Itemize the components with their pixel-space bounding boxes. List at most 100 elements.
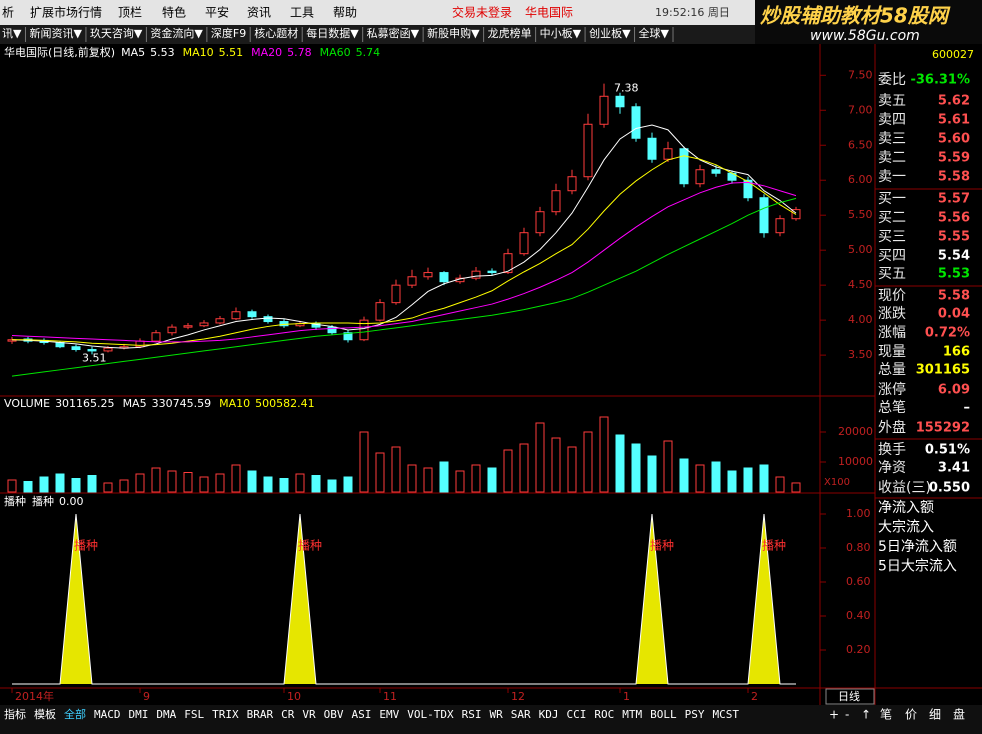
toolbar-button[interactable]: 新股申购▼ [427, 26, 480, 40]
indicator-tab[interactable]: ROC [594, 708, 614, 721]
period-button[interactable] [825, 688, 875, 705]
watermark-bg [755, 0, 982, 44]
toolbar-button[interactable]: 龙虎榜单 [488, 26, 532, 40]
toolbar-button[interactable]: 深度F9 [211, 26, 246, 40]
quote-link[interactable]: 5日大宗流入 [878, 559, 957, 575]
volume-bar [599, 416, 609, 493]
indicator-tab[interactable]: RSI [462, 708, 482, 721]
volume-bar [439, 461, 449, 493]
y-tick-label: 3.50 [848, 348, 873, 361]
ma-line [11, 124, 797, 349]
menu-item[interactable]: 扩展市场行情 [30, 5, 102, 20]
candle-body [391, 284, 401, 304]
indicator-tab[interactable]: VR [302, 708, 316, 721]
volume-bar [135, 473, 145, 493]
candle-body [311, 323, 321, 328]
indicator-tab[interactable]: VOL-TDX [407, 708, 454, 721]
indicator-tab[interactable]: 指标 [4, 707, 26, 721]
menu-item[interactable]: 顶栏 [118, 5, 142, 20]
view-button[interactable]: 笔 [880, 707, 892, 722]
indicator-tab[interactable]: SAR [511, 708, 531, 721]
candle-body [759, 197, 769, 234]
quote-label: 卖四 [878, 112, 906, 128]
indicator-tab[interactable]: MCST [712, 708, 739, 721]
indicator-tab[interactable]: TRIX [212, 708, 239, 721]
spike-label: 播种 [650, 539, 674, 553]
stock-code: 600027 [932, 48, 974, 61]
candle-body [615, 95, 625, 108]
quote-label: 涨幅 [878, 325, 906, 341]
volume-bar [695, 464, 705, 493]
indicator-tab[interactable]: CCI [566, 708, 586, 721]
toolbar-button[interactable]: 中小板▼ [540, 26, 582, 40]
quote-link[interactable]: 大宗流入 [878, 520, 934, 536]
frame [0, 44, 982, 705]
toolbar-button[interactable]: 私募密函▼ [367, 26, 420, 40]
chart-title: 华电国际(日线,前复权) [4, 45, 115, 59]
quote-value: 5.58 [938, 170, 970, 185]
legend-value: 301165.25 [55, 397, 115, 410]
indicator-tab[interactable]: EMV [379, 708, 399, 721]
indicator-tab[interactable]: DMI [129, 708, 149, 721]
menu-item[interactable]: 特色 [162, 5, 186, 20]
toolbar-button[interactable]: 资金流向▼ [150, 26, 203, 40]
indicator-tab[interactable]: PSY [685, 708, 705, 721]
menu-item[interactable]: 析 [2, 6, 14, 20]
indicator-tab[interactable]: 模板 [34, 707, 56, 721]
spike-label: 播种 [74, 539, 98, 553]
view-button[interactable]: - [845, 708, 849, 722]
indicator-tab[interactable]: FSL [184, 708, 204, 721]
toolbar-button[interactable]: 核心题材 [254, 26, 298, 40]
view-button[interactable]: + [829, 708, 839, 722]
candle-body [775, 218, 785, 234]
view-button[interactable]: 盘 [953, 707, 965, 722]
menu-item[interactable]: 平安 [205, 5, 229, 20]
indicator-tab[interactable]: BOLL [650, 708, 677, 721]
candle-body [631, 106, 641, 139]
candle-body [359, 319, 369, 341]
quote-label: 卖三 [878, 131, 906, 147]
volume-bar [55, 473, 65, 493]
quote-value: 5.56 [938, 211, 970, 226]
view-button[interactable]: 价 [905, 708, 917, 722]
indicator-tab[interactable]: BRAR [247, 708, 274, 721]
view-button[interactable]: ↑ [861, 708, 871, 722]
quote-link[interactable]: 5日净流入额 [878, 539, 957, 555]
menu-item[interactable]: 资讯 [247, 6, 271, 20]
ma-line [11, 197, 797, 377]
toolbar-button[interactable]: 新闻资讯▼ [29, 26, 82, 40]
indicator-tab[interactable]: 全部 [64, 707, 86, 721]
toolbar-button[interactable]: 每日数据▼ [306, 26, 359, 40]
x-tick-label: 10 [287, 690, 301, 703]
view-button[interactable]: 细 [929, 708, 941, 722]
candle-body [551, 190, 561, 213]
indicator-tab[interactable]: MTM [622, 708, 642, 721]
quote-value: 5.54 [938, 249, 970, 264]
volume-bar [791, 482, 801, 493]
toolbar-button[interactable]: 全球▼ [639, 26, 670, 40]
indicator-tab[interactable]: WR [489, 708, 503, 721]
volume-bar [455, 470, 465, 493]
toolbar-button[interactable]: 玖天咨询▼ [90, 26, 143, 40]
quote-link[interactable]: 净流入额 [878, 500, 934, 516]
menu-item[interactable]: 工具 [290, 6, 314, 20]
toolbar-button[interactable]: 创业板▼ [589, 26, 631, 40]
indicator-tab[interactable]: OBV [324, 708, 344, 721]
volume-bar [391, 446, 401, 493]
candle-body [407, 276, 417, 286]
toolbar-button[interactable]: 讯▼ [2, 27, 22, 40]
candle-body [231, 311, 241, 320]
quote-value: 5.61 [938, 113, 970, 128]
x-tick-label: 1 [623, 690, 630, 703]
indicator-tab[interactable]: CR [281, 708, 295, 721]
trade-status[interactable]: 交易未登录 [452, 5, 512, 20]
indicator-tab[interactable]: ASI [352, 708, 372, 721]
indicator-tab[interactable]: MACD [94, 708, 121, 721]
menu-item[interactable]: 帮助 [333, 6, 357, 20]
indicator-tab[interactable]: DMA [156, 708, 176, 721]
volume-bar [631, 443, 641, 493]
volume-bar [663, 440, 673, 493]
indicator-tab[interactable]: KDJ [539, 708, 559, 721]
volume-bar [167, 470, 177, 493]
volume-bar [759, 464, 769, 493]
